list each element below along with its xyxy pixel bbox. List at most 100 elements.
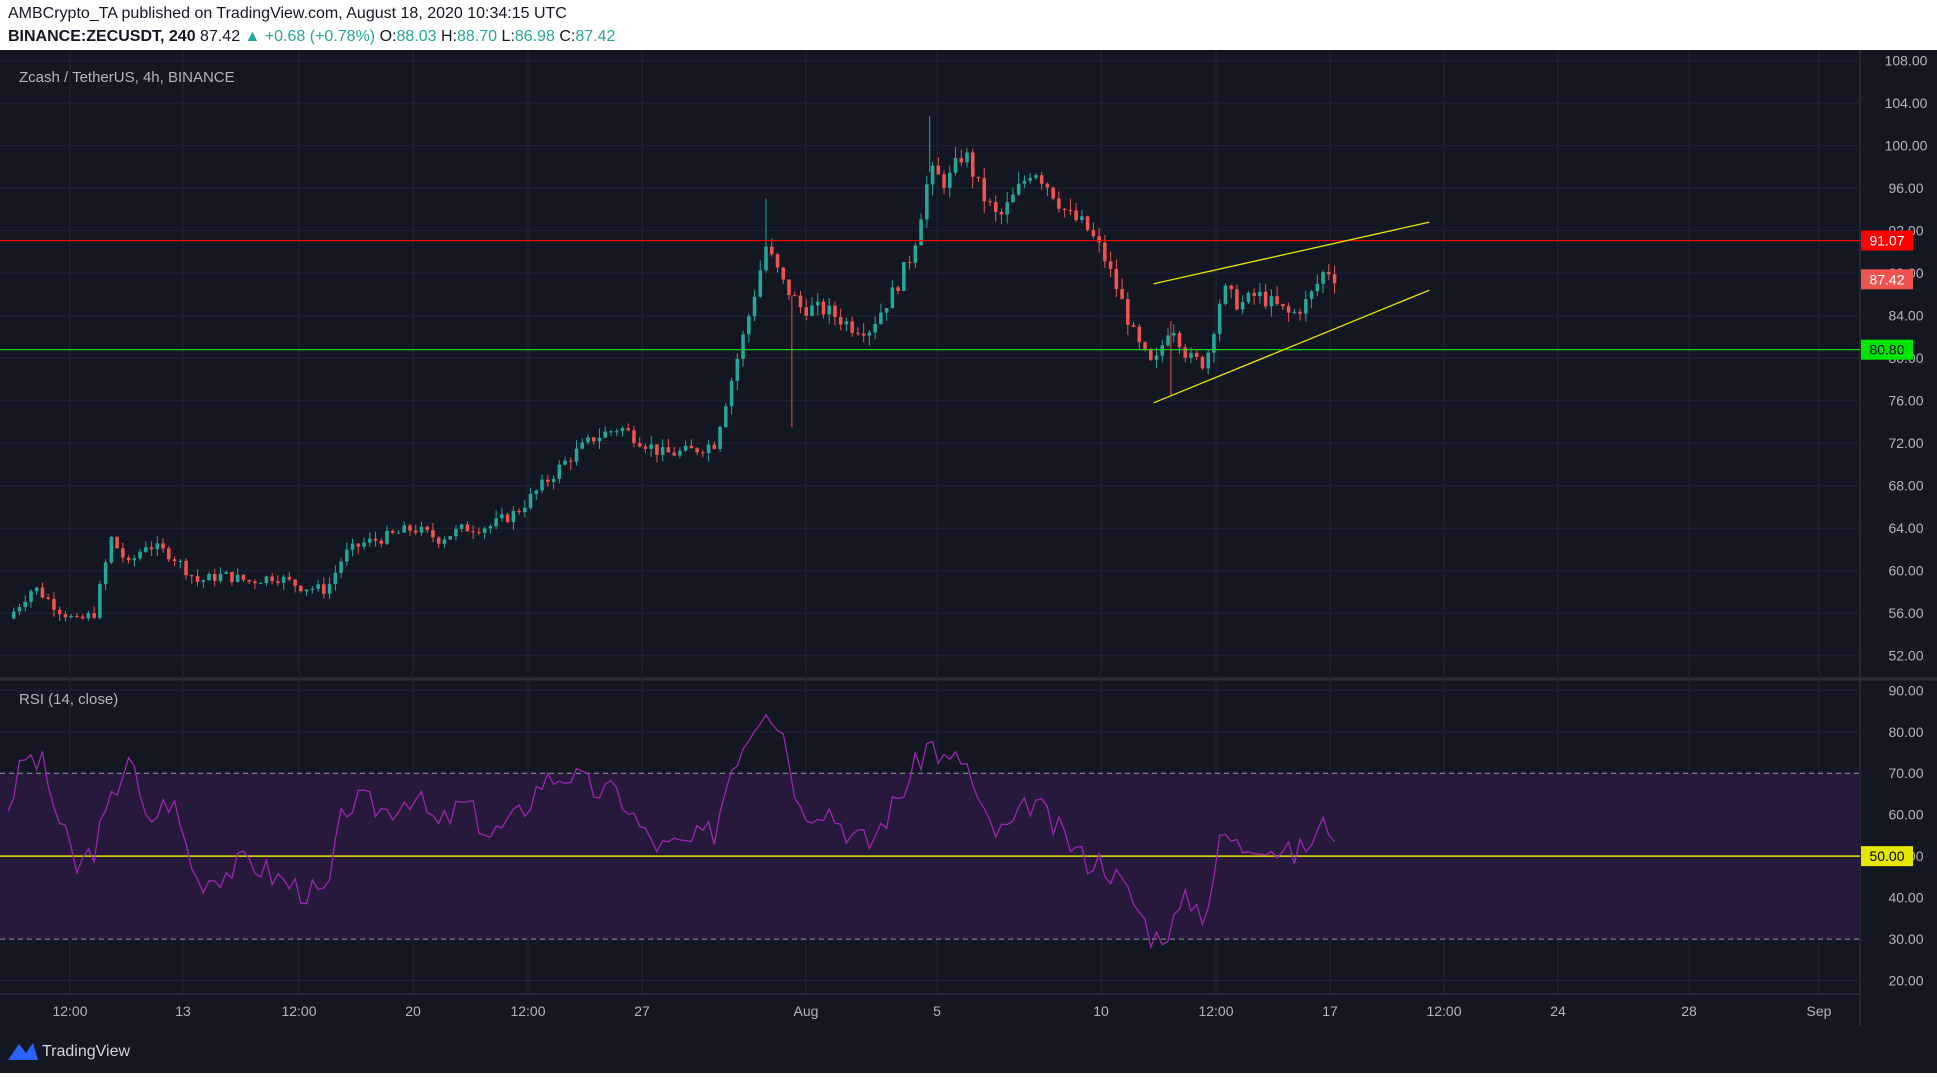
candle-down xyxy=(322,584,326,594)
rsi-tick-label: 60.00 xyxy=(1888,807,1923,823)
candle-down xyxy=(195,576,200,582)
candle-down xyxy=(241,574,246,581)
candle-down xyxy=(1183,347,1188,358)
price-tick-label: 100.00 xyxy=(1885,138,1928,154)
candle-down xyxy=(408,525,412,531)
candle-up xyxy=(258,583,263,585)
candle-up xyxy=(551,478,556,482)
candle-up xyxy=(1269,296,1274,307)
candle-up xyxy=(109,537,114,563)
candle-down xyxy=(1281,303,1285,307)
candle-up xyxy=(132,558,137,561)
candle-down xyxy=(477,532,481,534)
candle-up xyxy=(827,305,831,315)
time-tick-label: 27 xyxy=(634,1003,650,1019)
candle-down xyxy=(804,307,809,316)
price-pane-title: Zcash / TetherUS, 4h, BINANCE xyxy=(19,69,235,86)
candle-down xyxy=(413,530,418,533)
candle-down xyxy=(568,460,573,462)
candle-up xyxy=(919,219,923,246)
candle-down xyxy=(1252,292,1256,297)
price-tick-label: 76.00 xyxy=(1888,393,1923,409)
candle-up xyxy=(574,448,579,462)
candle-down xyxy=(672,452,676,456)
candle-down xyxy=(40,587,45,598)
candle-down xyxy=(471,531,475,533)
time-tick-label: 13 xyxy=(175,1003,191,1019)
candle-up xyxy=(345,549,349,562)
candle-down xyxy=(695,448,699,453)
candle-up xyxy=(103,562,108,585)
candle-up xyxy=(597,437,602,442)
candle-down xyxy=(517,511,521,513)
candle-up xyxy=(178,560,183,562)
candle-down xyxy=(1275,296,1279,304)
candle-up xyxy=(155,543,160,550)
candle-up xyxy=(1223,285,1228,304)
candle-down xyxy=(1131,324,1136,327)
candle-up xyxy=(1212,334,1216,353)
candle-up xyxy=(724,406,728,427)
candle-down xyxy=(1062,208,1067,211)
candle-up xyxy=(764,246,768,271)
candle-down xyxy=(637,443,642,447)
candle-up xyxy=(1011,194,1015,203)
candle-down xyxy=(1051,187,1055,199)
candle-up xyxy=(1189,352,1193,358)
candle-up xyxy=(362,542,366,547)
time-tick-label: 5 xyxy=(933,1003,941,1019)
candle-up xyxy=(86,613,91,619)
candle-up xyxy=(1304,298,1308,314)
candle-down xyxy=(80,616,85,619)
candle-up xyxy=(752,296,757,317)
candle-down xyxy=(1074,210,1078,221)
rsi-midline-label: 50.00 xyxy=(1869,848,1904,864)
rsi-midline-tag xyxy=(1861,846,1913,867)
candle-up xyxy=(873,323,877,333)
candle-down xyxy=(701,452,705,454)
candle-up xyxy=(459,524,464,529)
candle-up xyxy=(528,493,533,508)
candle-down xyxy=(982,178,987,202)
candle-down xyxy=(850,321,854,333)
footer-bar: TradingView xyxy=(0,1026,1937,1073)
candle-up xyxy=(586,437,590,443)
rsi-tick-label: 30.00 xyxy=(1888,931,1923,947)
candle-up xyxy=(488,526,493,529)
rsi-tick-label: 40.00 xyxy=(1888,890,1923,906)
candle-down xyxy=(1263,291,1268,307)
candle-up xyxy=(620,428,625,432)
publish-info: AMBCrypto_TA published on TradingView.co… xyxy=(8,5,567,22)
candle-up xyxy=(1160,345,1165,356)
price-tick-label: 108.00 xyxy=(1885,53,1928,69)
candle-up xyxy=(11,611,16,619)
candle-down xyxy=(1298,311,1302,314)
candle-down xyxy=(781,267,786,280)
candle-up xyxy=(729,380,734,407)
candle-up xyxy=(1240,301,1245,310)
candle-down xyxy=(1085,216,1090,231)
candle-down xyxy=(896,287,900,291)
candle-down xyxy=(1108,261,1113,269)
candle-down xyxy=(861,333,866,336)
candle-down xyxy=(970,152,975,177)
high-label: H: xyxy=(440,28,457,45)
candle-down xyxy=(1229,285,1233,290)
open-value: 88.03 xyxy=(396,28,437,45)
candle-down xyxy=(833,305,837,318)
candle-up xyxy=(815,301,820,306)
candle-up xyxy=(1016,183,1021,195)
chart-area[interactable]: 108.00104.00100.0096.0092.0088.0084.0080… xyxy=(0,50,1937,1026)
time-tick-label: 28 xyxy=(1681,1003,1697,1019)
candle-up xyxy=(930,165,935,185)
candle-down xyxy=(787,279,791,296)
candle-up xyxy=(511,511,516,523)
candle-up xyxy=(316,584,320,589)
candle-down xyxy=(821,301,826,315)
candle-down xyxy=(373,538,378,541)
candle-up xyxy=(1034,175,1038,178)
time-tick-label: 12:00 xyxy=(1198,1003,1233,1019)
candle-down xyxy=(189,575,194,577)
candle-up xyxy=(144,547,148,552)
